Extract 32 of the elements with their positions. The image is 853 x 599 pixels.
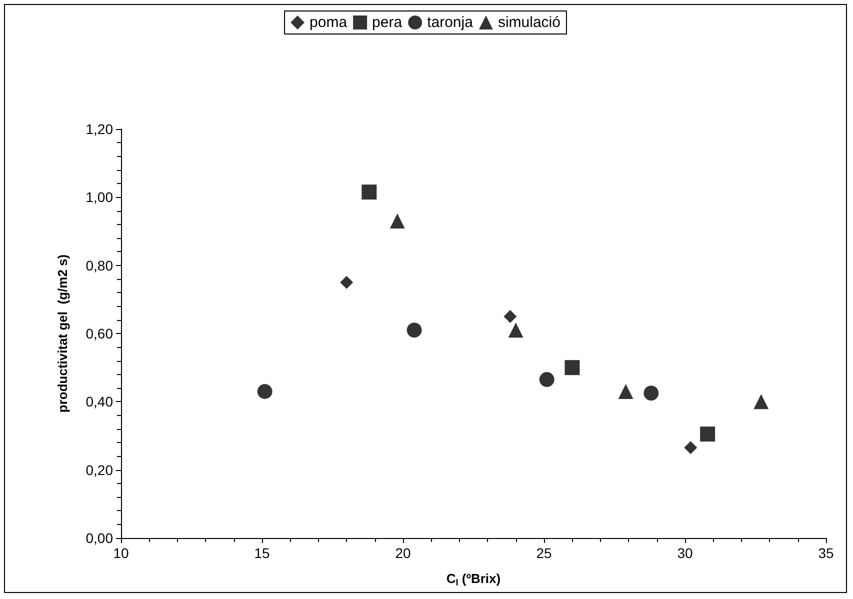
point: [390, 214, 405, 229]
point: [406, 322, 422, 338]
y-axis-title: productivitat gel (g/m2 s): [55, 254, 70, 413]
legend-label: taronja: [427, 14, 474, 31]
point: [539, 372, 554, 388]
point: [362, 184, 377, 200]
point: [257, 384, 272, 399]
point: [504, 310, 517, 323]
point: [700, 426, 716, 442]
y-tick-label: 1,00: [86, 189, 114, 206]
y-tick-label: 0,00: [86, 530, 114, 546]
point: [754, 394, 769, 410]
y-tick-label: 0,40: [86, 394, 114, 410]
x-tick-label: 20: [395, 545, 411, 561]
legend-label: pera: [372, 14, 403, 31]
point: [340, 276, 354, 289]
point: [644, 386, 659, 401]
y-tick-label: 0,20: [86, 462, 114, 478]
x-tick-label: 25: [536, 545, 552, 561]
x-tick-label: 15: [254, 545, 270, 561]
y-tick-label: 0,80: [86, 257, 114, 274]
point: [618, 384, 634, 399]
y-tick-label: 1,20: [86, 121, 114, 137]
legend-label: simulació: [498, 14, 560, 31]
point: [508, 322, 524, 338]
x-tick-label: 35: [818, 545, 834, 561]
legend-label: poma: [310, 14, 348, 31]
point: [564, 360, 580, 376]
point: [684, 441, 698, 454]
y-tick-label: 0,60: [86, 326, 114, 342]
x-tick-label: 30: [677, 545, 693, 561]
x-tick-label: 10: [113, 545, 129, 561]
